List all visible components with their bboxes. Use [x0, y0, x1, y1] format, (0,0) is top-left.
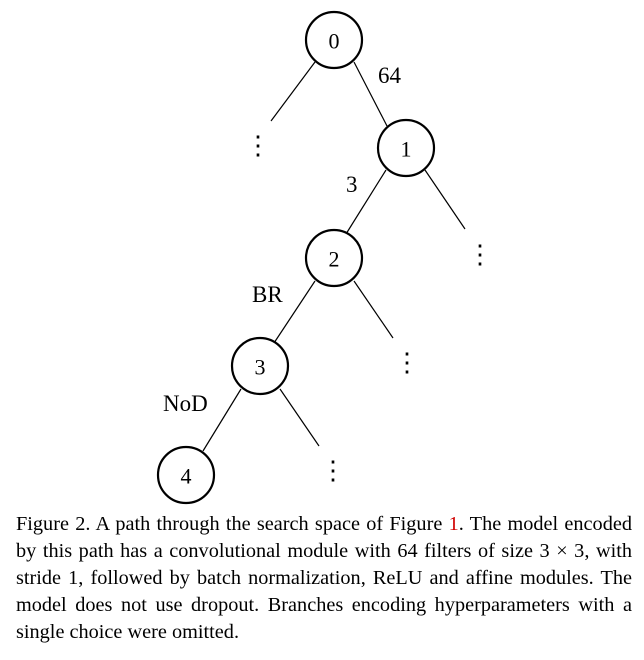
- tree-node-0: 0: [304, 10, 364, 70]
- tree-node-4: 4: [156, 445, 216, 505]
- edge-label-br: BR: [252, 282, 283, 307]
- tree-node-3: 3: [230, 336, 290, 396]
- edge-label-3: 3: [346, 172, 358, 197]
- edge-0-left-branch: [270, 61, 316, 122]
- edge-1-2: [345, 169, 387, 235]
- figure-caption: Figure 2. A path through the search spac…: [16, 511, 632, 646]
- tree-node-1: 1: [376, 118, 436, 178]
- edge-label-nod: NoD: [163, 391, 208, 416]
- edge-3-right-branch: [279, 388, 320, 447]
- ellipsis-right-3: ⋮: [320, 456, 346, 485]
- tree-node-2: 2: [304, 228, 364, 288]
- edge-2-3: [273, 280, 316, 344]
- tree-node-label: 3: [255, 355, 266, 380]
- ellipsis-right-1: ⋮: [467, 240, 493, 269]
- ellipsis-left-0: ⋮: [245, 131, 271, 160]
- edge-3-4: [202, 388, 242, 452]
- caption-text-start: Figure 2. A path through the search spac…: [16, 513, 449, 535]
- search-tree-figure: ⋮ ⋮ ⋮ ⋮ 64 3 BR NoD 0 1 2 3 4: [156, 10, 493, 505]
- edge-0-1: [353, 61, 388, 127]
- tree-node-label: 1: [401, 137, 412, 162]
- edge-2-right-branch: [353, 280, 394, 339]
- search-tree-diagram: ⋮ ⋮ ⋮ ⋮ 64 3 BR NoD 0 1 2 3 4: [156, 10, 493, 505]
- tree-node-label: 4: [181, 464, 192, 489]
- tree-node-label: 0: [329, 29, 340, 54]
- figure-reference-link[interactable]: 1: [448, 513, 459, 535]
- ellipsis-right-2: ⋮: [394, 348, 420, 377]
- edge-1-right-branch: [424, 169, 466, 230]
- tree-node-label: 2: [329, 247, 340, 272]
- edge-label-64: 64: [378, 63, 402, 88]
- caption-text-end: . The model encoded by this path has a c…: [16, 513, 632, 643]
